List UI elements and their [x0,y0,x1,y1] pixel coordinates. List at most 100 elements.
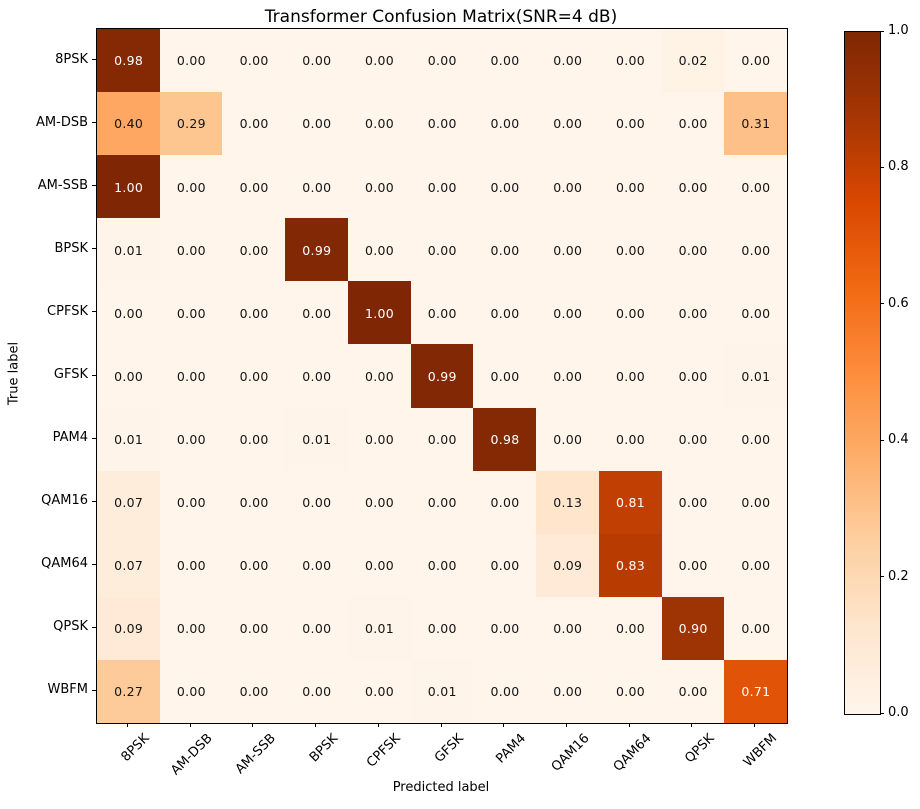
matrix-cell: 0.01 [97,218,161,282]
matrix-cell: 0.13 [536,470,600,535]
colorbar-tick-label: 0.4 [888,432,909,448]
matrix-cell: 0.00 [159,155,224,219]
matrix-cell: 0.00 [598,155,663,219]
matrix-cell: 0.00 [661,92,725,156]
matrix-cell: 0.99 [410,344,474,409]
y-tick-label: AM-SSB [37,177,88,193]
matrix-cell: 0.00 [410,92,474,156]
matrix-cell: 0.00 [222,155,286,219]
matrix-cell: 0.00 [410,218,474,282]
matrix-cell: 0.00 [347,344,412,409]
matrix-cell: 0.00 [473,344,537,409]
x-tick-mark [440,723,442,727]
matrix-cell: 0.00 [347,218,412,282]
x-axis-label: Predicted label [392,780,490,795]
y-tick-label: AM-DSB [36,114,88,130]
matrix-cell: 0.00 [598,344,663,409]
x-tick-label: QAM64 [611,731,655,775]
matrix-cell: 0.98 [97,29,161,93]
matrix-cell: 0.00 [159,218,224,282]
matrix-cell: 0.00 [222,533,286,598]
matrix-cell: 0.00 [285,344,349,409]
matrix-cell: 0.00 [410,155,474,219]
matrix-cell: 0.00 [724,218,787,282]
matrix-cell: 0.00 [661,470,725,535]
matrix-cell: 0.00 [724,470,787,535]
x-tick-mark [315,723,317,727]
y-tick-label: PAM4 [52,430,88,446]
matrix-cell: 0.00 [473,659,537,723]
matrix-cell: 0.00 [222,596,286,661]
matrix-cell: 0.00 [285,659,349,723]
matrix-cell: 0.07 [97,470,161,535]
matrix-cell: 0.00 [598,407,663,472]
x-tick-mark [754,723,756,727]
colorbar-tick-mark [880,303,884,305]
matrix-cell: 0.40 [97,92,161,156]
colorbar-tick-label: 0.8 [888,159,909,175]
matrix-cell: 0.00 [347,659,412,723]
matrix-cell: 0.00 [410,470,474,535]
y-tick-label: BPSK [54,240,88,256]
y-tick-mark [92,185,96,187]
matrix-cell: 0.00 [159,344,224,409]
matrix-cell: 0.07 [97,533,161,598]
matrix-cell: 0.00 [222,281,286,346]
matrix-cell: 0.00 [598,29,663,93]
matrix-cell: 0.00 [285,470,349,535]
matrix-cell: 0.00 [222,29,286,93]
matrix-cell: 0.00 [661,533,725,598]
matrix-cell: 0.81 [598,470,663,535]
colorbar-tick-mark [880,712,884,714]
matrix-cell: 0.00 [661,218,725,282]
y-tick-mark [92,626,96,628]
x-tick-label: CPFSK [364,731,404,771]
matrix-cell: 0.83 [598,533,663,598]
matrix-cell: 0.09 [536,533,600,598]
matrix-cell: 0.00 [97,344,161,409]
matrix-cell: 0.00 [222,218,286,282]
x-tick-label: QPSK [682,731,718,767]
y-tick-mark [92,437,96,439]
y-tick-mark [92,689,96,691]
matrix-cell: 0.00 [724,407,787,472]
matrix-cell: 0.00 [347,29,412,93]
colorbar-tick-mark [880,576,884,578]
colorbar-tick-label: 0.2 [888,568,909,584]
matrix-cell: 0.00 [285,29,349,93]
colorbar-tick-label: 1.0 [888,23,909,38]
matrix-cell: 0.00 [285,533,349,598]
matrix-cell: 0.00 [410,533,474,598]
matrix-cell: 0.00 [661,281,725,346]
matrix-cell: 0.00 [536,29,600,93]
matrix-cell: 0.00 [473,218,537,282]
matrix-cell: 0.00 [661,155,725,219]
y-tick-label: WBFM [47,682,88,698]
matrix-cell: 0.00 [347,407,412,472]
matrix-cell: 0.27 [97,659,161,723]
matrix-cell: 0.00 [536,407,600,472]
matrix-cell: 0.00 [598,218,663,282]
matrix-cell: 0.01 [97,407,161,472]
matrix-cell: 0.00 [285,155,349,219]
matrix-cell: 0.99 [285,218,349,282]
matrix-cell: 0.00 [222,470,286,535]
matrix-cell: 0.00 [724,155,787,219]
x-tick-mark [565,723,567,727]
matrix-cell: 0.00 [285,596,349,661]
matrix-cell: 0.00 [159,29,224,93]
x-tick-label: BPSK [306,731,342,766]
matrix-cell: 0.00 [598,281,663,346]
x-tick-label: GFSK [431,731,467,766]
matrix-cell: 0.00 [473,155,537,219]
matrix-cell: 0.00 [222,407,286,472]
y-tick-mark [92,500,96,502]
matrix-cell: 0.00 [473,596,537,661]
chart-title: Transformer Confusion Matrix(SNR=4 dB) [264,7,618,27]
matrix-cell: 0.00 [661,407,725,472]
matrix-cell: 0.00 [598,92,663,156]
x-tick-mark [628,723,630,727]
matrix-cell: 0.01 [347,596,412,661]
matrix-cell: 0.00 [661,344,725,409]
matrix-cell: 0.00 [536,344,600,409]
